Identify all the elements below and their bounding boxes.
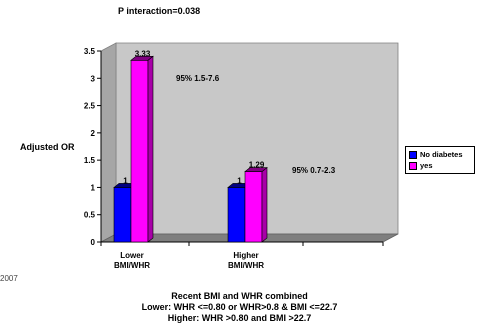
bar-front (227, 187, 246, 243)
ci-annotation: 95% 0.7-2.3 (292, 166, 336, 175)
chart-title: P interaction=0.038 (118, 6, 201, 16)
y-tick-label: 1.5 (84, 156, 96, 165)
x-category-label: BMI/WHR (228, 261, 264, 270)
legend-item-yes: yes (409, 160, 471, 171)
y-tick-label: 1 (91, 183, 96, 192)
legend-label-yes: yes (420, 161, 433, 170)
bar-front (113, 187, 132, 243)
x-category-label: BMI/WHR (114, 261, 150, 270)
legend: No diabetes yes (405, 146, 475, 174)
y-tick-label: 3 (91, 74, 96, 83)
y-axis-title: Adjusted OR (20, 142, 75, 152)
year-note: 2007 (0, 274, 18, 283)
footnote-higher-definition: Higher: WHR >0.80 and BMI >22.7 (167, 313, 312, 323)
y-tick-label: 0.5 (84, 211, 96, 220)
legend-swatch-yes (409, 161, 417, 170)
footnote-title: Recent BMI and WHR combined (171, 291, 308, 301)
bar-data-label: 1.29 (249, 161, 265, 170)
footnote-lower-definition: Lower: WHR <=0.80 or WHR>0.8 & BMI <=22.… (141, 302, 338, 312)
y-tick-label: 3.5 (84, 47, 96, 56)
legend-item-no-diabetes: No diabetes (409, 149, 471, 160)
y-tick-label: 0 (91, 238, 96, 247)
bar-side (147, 55, 154, 243)
bar-side (261, 166, 268, 243)
legend-swatch-no-diabetes (409, 150, 417, 159)
y-tick-label: 2 (91, 129, 96, 138)
bar-top (244, 167, 268, 172)
bar-top (130, 55, 154, 61)
y-tick-label: 2.5 (84, 102, 96, 111)
bar-front (130, 59, 149, 243)
bar-data-label: 3.33 (135, 49, 151, 58)
bar-front (244, 171, 263, 243)
bar-data-label: 1 (237, 176, 242, 185)
ci-annotation: 95% 1.5-7.6 (176, 74, 220, 83)
x-category-label: Lower (120, 251, 144, 260)
x-category-label: Higher (233, 251, 258, 260)
bar-data-label: 1 (123, 176, 128, 185)
legend-label-no-diabetes: No diabetes (420, 150, 463, 159)
